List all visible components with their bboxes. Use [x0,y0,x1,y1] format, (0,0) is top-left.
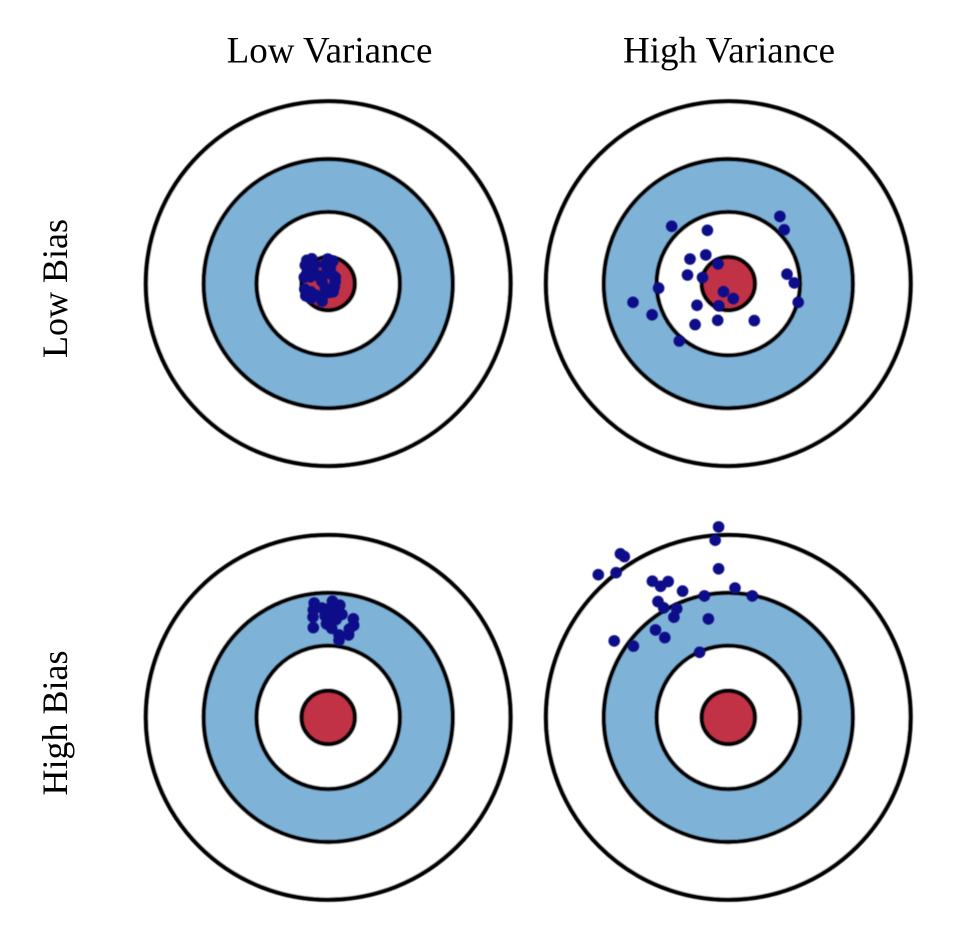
svg-text:Low Bias: Low Bias [35,219,75,358]
svg-text:High Variance: High Variance [623,31,835,72]
svg-text:Low Variance: Low Variance [227,31,433,72]
svg-text:High Bias: High Bias [35,650,75,795]
